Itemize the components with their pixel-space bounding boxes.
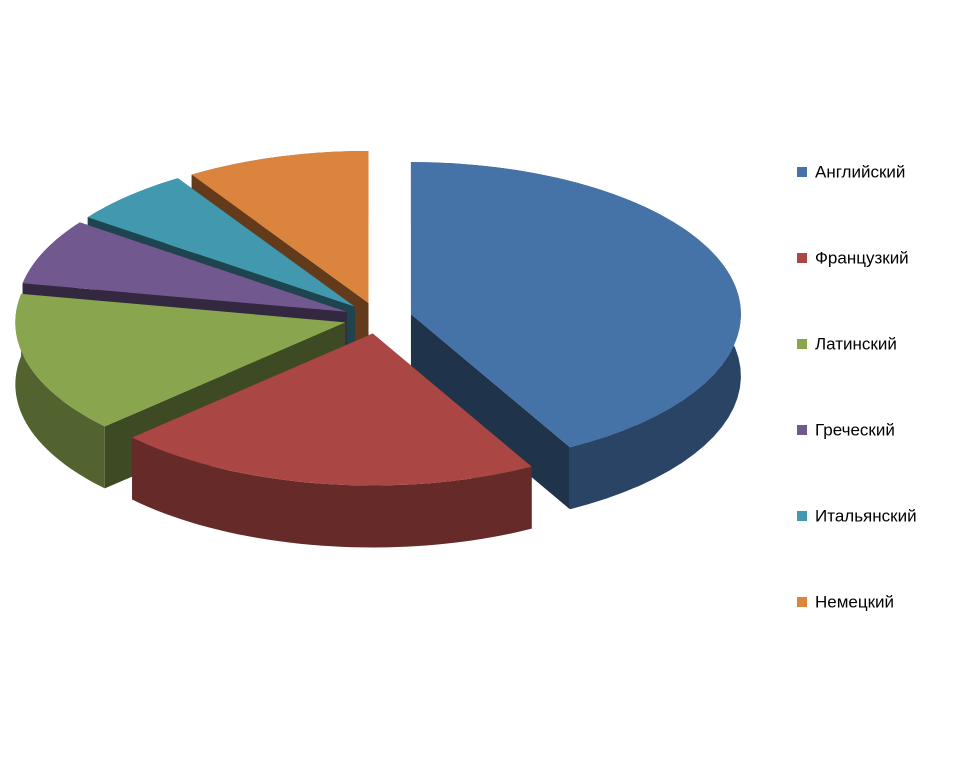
legend-label: Немецкий <box>815 592 894 611</box>
legend-swatch <box>797 167 807 177</box>
slice-side <box>15 293 105 489</box>
legend-swatch <box>797 339 807 349</box>
legend-label: Английский <box>815 162 905 181</box>
legend-swatch <box>797 253 807 263</box>
slice-side <box>410 314 570 510</box>
slice <box>87 178 355 307</box>
pie <box>15 150 741 548</box>
legend-swatch <box>797 597 807 607</box>
slice <box>132 333 532 486</box>
slice <box>22 222 347 312</box>
legend-swatch <box>797 511 807 521</box>
legend-swatch <box>797 425 807 435</box>
slice <box>15 293 346 427</box>
legend-label: Французкий <box>815 248 909 267</box>
slice <box>191 150 369 303</box>
legend-label: Итальянский <box>815 506 917 525</box>
legend-label: Греческий <box>815 420 895 439</box>
legend: Английский Французкий Латинский Греческий Ит… <box>797 162 917 611</box>
legend-label: Латинский <box>815 334 897 353</box>
slice <box>410 162 741 448</box>
slice-side <box>132 437 532 548</box>
